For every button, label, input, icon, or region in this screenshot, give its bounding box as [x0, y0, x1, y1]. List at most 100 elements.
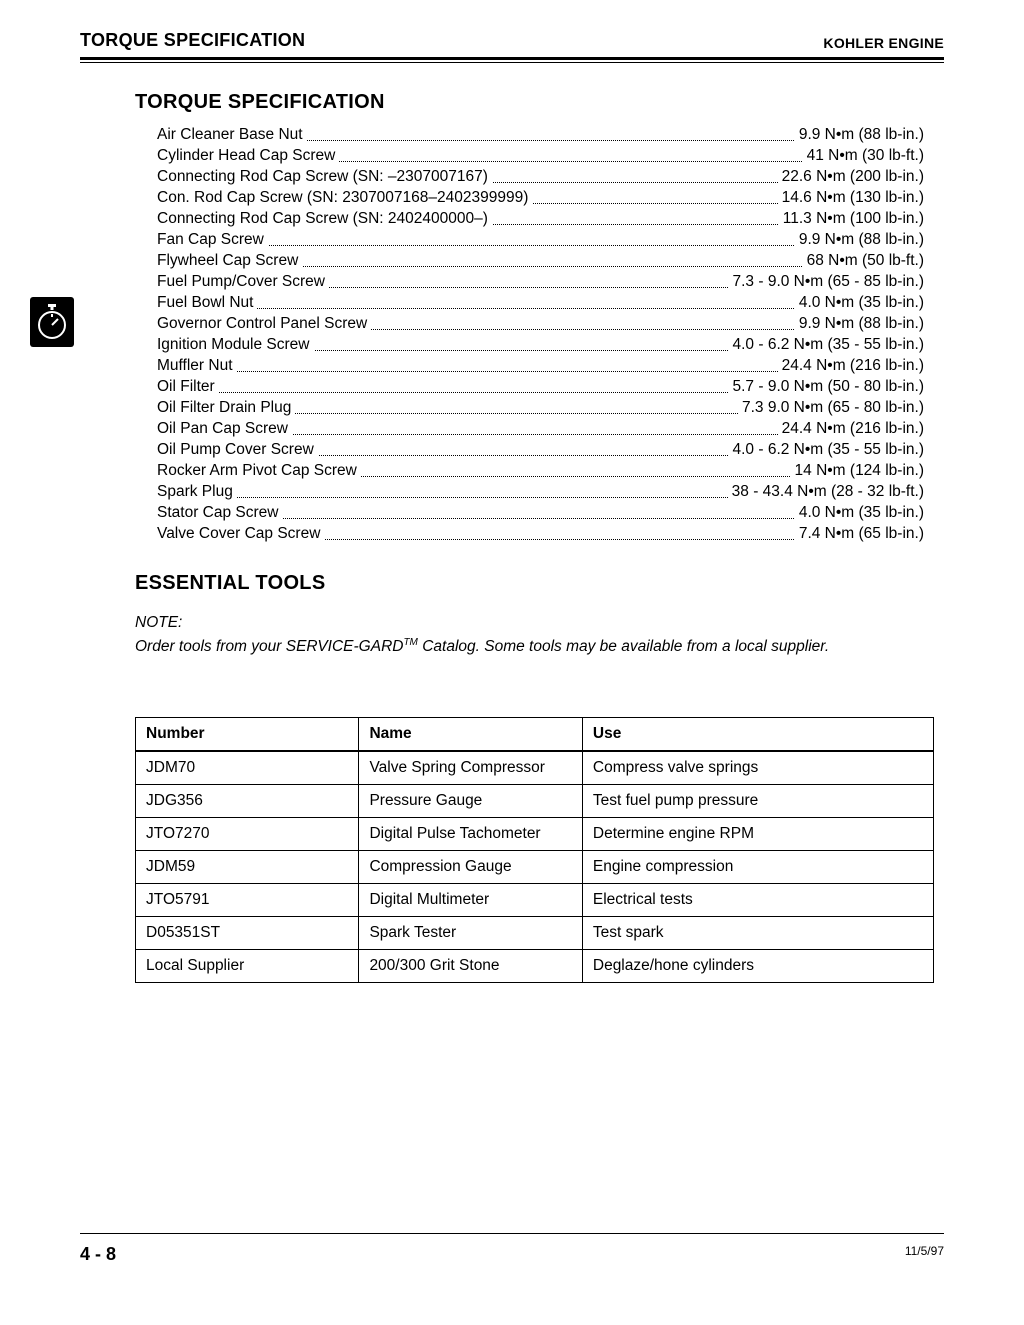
table-cell: Test fuel pump pressure [582, 785, 933, 818]
page-number: 4 - 8 [80, 1244, 116, 1265]
spec-row: Fan Cap Screw 9.9 N•m (88 lb-in.) [157, 229, 924, 250]
table-cell: Spark Tester [359, 917, 582, 950]
spec-label: Air Cleaner Base Nut [157, 126, 307, 143]
note-text-pre: Order tools from your SERVICE-GARD [135, 638, 403, 655]
spec-value: 5.7 - 9.0 N•m (50 - 80 lb-in.) [729, 376, 925, 397]
header-rule-thin [80, 62, 944, 63]
table-cell: Electrical tests [582, 884, 933, 917]
table-cell: Digital Multimeter [359, 884, 582, 917]
stopwatch-icon [30, 297, 74, 347]
page: TORQUE SPECIFICATION KOHLER ENGINE TORQU… [0, 0, 1024, 1325]
table-cell: Deglaze/hone cylinders [582, 950, 933, 983]
spec-row: Stator Cap Screw 4.0 N•m (35 lb-in.) [157, 502, 924, 523]
table-row: JTO5791Digital MultimeterElectrical test… [136, 884, 934, 917]
spec-label: Muffler Nut [157, 357, 237, 374]
table-cell: JDG356 [136, 785, 359, 818]
table-cell: JTO5791 [136, 884, 359, 917]
table-cell: Test spark [582, 917, 933, 950]
spec-label: Oil Filter [157, 378, 219, 395]
spec-value: 41 N•m (30 lb-ft.) [803, 145, 924, 166]
spec-value: 68 N•m (50 lb-ft.) [803, 250, 924, 271]
spec-label: Rocker Arm Pivot Cap Screw [157, 462, 361, 479]
spec-label: Valve Cover Cap Screw [157, 525, 324, 542]
table-cell: Engine compression [582, 851, 933, 884]
spec-label: Con. Rod Cap Screw (SN: 2307007168–24023… [157, 189, 532, 206]
table-row: D05351STSpark TesterTest spark [136, 917, 934, 950]
table-row: JDG356Pressure GaugeTest fuel pump press… [136, 785, 934, 818]
table-cell: Determine engine RPM [582, 818, 933, 851]
spec-label: Fuel Bowl Nut [157, 294, 257, 311]
table-header-cell: Number [136, 718, 359, 752]
spec-row: Cylinder Head Cap Screw 41 N•m (30 lb-ft… [157, 145, 924, 166]
spec-value: 11.3 N•m (100 lb-in.) [779, 208, 924, 229]
spec-value: 9.9 N•m (88 lb-in.) [795, 313, 924, 334]
spec-label: Fan Cap Screw [157, 231, 268, 248]
page-header: TORQUE SPECIFICATION KOHLER ENGINE [80, 30, 944, 55]
note-text-post: Catalog. Some tools may be available fro… [418, 638, 829, 655]
table-cell: Valve Spring Compressor [359, 751, 582, 785]
table-cell: D05351ST [136, 917, 359, 950]
spec-value: 4.0 N•m (35 lb-in.) [795, 292, 924, 313]
spec-label: Connecting Rod Cap Screw (SN: 2402400000… [157, 210, 492, 227]
spec-row: Valve Cover Cap Screw 7.4 N•m (65 lb-in.… [157, 523, 924, 544]
spec-value: 24.4 N•m (216 lb-in.) [778, 355, 924, 376]
note-tm: TM [403, 637, 417, 648]
table-cell: Pressure Gauge [359, 785, 582, 818]
spec-row: Fuel Bowl Nut 4.0 N•m (35 lb-in.) [157, 292, 924, 313]
spec-value: 7.3 9.0 N•m (65 - 80 lb-in.) [738, 397, 924, 418]
spec-value: 14 N•m (124 lb-in.) [791, 460, 924, 481]
essential-tools-heading: ESSENTIAL TOOLS [135, 572, 934, 595]
spec-label: Fuel Pump/Cover Screw [157, 273, 329, 290]
spec-label: Cylinder Head Cap Screw [157, 147, 339, 164]
spec-row: Muffler Nut 24.4 N•m (216 lb-in.) [157, 355, 924, 376]
torque-spec-list: Air Cleaner Base Nut 9.9 N•m (88 lb-in.)… [157, 124, 924, 544]
spec-row: Air Cleaner Base Nut 9.9 N•m (88 lb-in.) [157, 124, 924, 145]
spec-row: Spark Plug 38 - 43.4 N•m (28 - 32 lb-ft.… [157, 481, 924, 502]
table-cell: JDM59 [136, 851, 359, 884]
spec-row: Ignition Module Screw 4.0 - 6.2 N•m (35 … [157, 334, 924, 355]
note-label: NOTE: [135, 613, 193, 633]
table-row: Local Supplier200/300 Grit StoneDeglaze/… [136, 950, 934, 983]
header-rule-thick [80, 57, 944, 60]
page-footer: 4 - 8 11/5/97 [80, 1233, 944, 1265]
tools-note: NOTE: Order tools from your SERVICE-GARD… [135, 613, 924, 657]
spec-row: Connecting Rod Cap Screw (SN: 2402400000… [157, 208, 924, 229]
spec-label: Flywheel Cap Screw [157, 252, 302, 269]
table-cell: JTO7270 [136, 818, 359, 851]
spec-row: Rocker Arm Pivot Cap Screw 14 N•m (124 l… [157, 460, 924, 481]
spec-label: Oil Pan Cap Screw [157, 420, 292, 437]
content: TORQUE SPECIFICATION Air Cleaner Base Nu… [135, 91, 934, 983]
footer-rule [80, 1233, 944, 1234]
spec-label: Oil Pump Cover Screw [157, 441, 318, 458]
table-cell: Compress valve springs [582, 751, 933, 785]
spec-value: 4.0 - 6.2 N•m (35 - 55 lb-in.) [729, 334, 925, 355]
spec-value: 7.4 N•m (65 lb-in.) [795, 523, 924, 544]
spec-row: Con. Rod Cap Screw (SN: 2307007168–24023… [157, 187, 924, 208]
table-row: JTO7270Digital Pulse TachometerDetermine… [136, 818, 934, 851]
spec-row: Fuel Pump/Cover Screw 7.3 - 9.0 N•m (65 … [157, 271, 924, 292]
spec-label: Spark Plug [157, 483, 237, 500]
note-body: Order tools from your SERVICE-GARDTM Cat… [135, 633, 862, 657]
spec-row: Oil Pan Cap Screw 24.4 N•m (216 lb-in.) [157, 418, 924, 439]
spec-label: Ignition Module Screw [157, 336, 314, 353]
spec-value: 22.6 N•m (200 lb-in.) [778, 166, 924, 187]
spec-value: 9.9 N•m (88 lb-in.) [795, 229, 924, 250]
table-cell: Compression Gauge [359, 851, 582, 884]
spec-label: Connecting Rod Cap Screw (SN: –230700716… [157, 168, 492, 185]
table-body: JDM70Valve Spring CompressorCompress val… [136, 751, 934, 983]
spec-row: Oil Filter 5.7 - 9.0 N•m (50 - 80 lb-in.… [157, 376, 924, 397]
table-header-cell: Use [582, 718, 933, 752]
spec-value: 7.3 - 9.0 N•m (65 - 85 lb-in.) [729, 271, 925, 292]
spec-value: 38 - 43.4 N•m (28 - 32 lb-ft.) [728, 481, 924, 502]
spec-label: Oil Filter Drain Plug [157, 399, 295, 416]
spec-row: Governor Control Panel Screw 9.9 N•m (88… [157, 313, 924, 334]
table-row: JDM59Compression GaugeEngine compression [136, 851, 934, 884]
spec-value: 24.4 N•m (216 lb-in.) [778, 418, 924, 439]
table-cell: JDM70 [136, 751, 359, 785]
spec-row: Flywheel Cap Screw 68 N•m (50 lb-ft.) [157, 250, 924, 271]
spec-value: 4.0 - 6.2 N•m (35 - 55 lb-in.) [729, 439, 925, 460]
spec-row: Oil Filter Drain Plug 7.3 9.0 N•m (65 - … [157, 397, 924, 418]
spec-label: Governor Control Panel Screw [157, 315, 371, 332]
spec-row: Connecting Rod Cap Screw (SN: –230700716… [157, 166, 924, 187]
table-cell: 200/300 Grit Stone [359, 950, 582, 983]
